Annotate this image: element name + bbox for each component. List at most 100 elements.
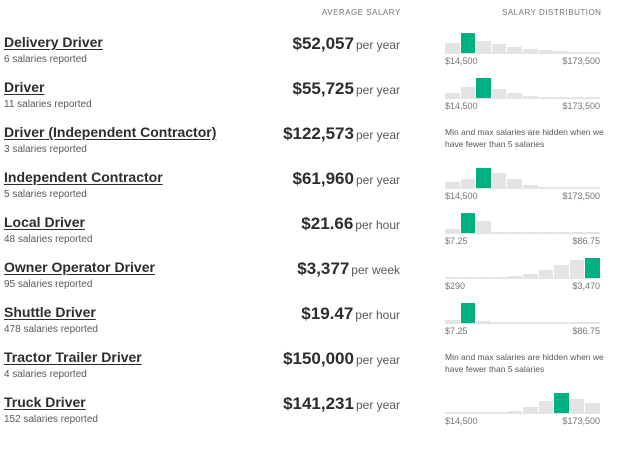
histogram-bar (445, 93, 460, 98)
average-salary: $3,377 per week (297, 259, 400, 279)
min-salary-label: $14,500 (445, 101, 478, 111)
histogram-bar (538, 50, 554, 53)
histogram-bar (569, 322, 585, 323)
salary-period: per year (355, 128, 400, 142)
histogram-bar (507, 47, 522, 53)
min-salary-label: $14,500 (445, 416, 478, 426)
histogram-bar (554, 97, 569, 98)
salary-distribution: $7.25 $86.75 (445, 211, 600, 249)
job-title-link[interactable]: Driver (4, 79, 45, 95)
salary-amount: $122,573 (283, 124, 354, 143)
average-salary: $61,960 per year (293, 169, 400, 189)
list-item: Owner Operator Driver 95 salaries reporte… (0, 252, 624, 297)
histogram-bar-active (476, 168, 491, 188)
histogram-bar (569, 97, 585, 98)
salaries-reported-count: 4 salaries reported (4, 369, 87, 380)
histogram-bar (491, 232, 507, 233)
histogram-bar (507, 93, 522, 98)
list-item: Local Driver 48 salaries reported $21.66 pe… (0, 207, 624, 252)
salary-amount: $52,057 (292, 34, 354, 53)
min-salary-label: $14,500 (445, 191, 478, 201)
average-salary: $55,725 per year (293, 79, 400, 99)
salary-period: per week (351, 263, 400, 277)
job-title-link[interactable]: Tractor Trailer Driver (4, 349, 142, 365)
job-title-link[interactable]: Owner Operator Driver (4, 259, 155, 275)
distribution-histogram (445, 78, 600, 99)
histogram-bar (476, 321, 491, 323)
distribution-histogram (445, 393, 600, 414)
min-salary-label: $290 (445, 281, 466, 291)
job-title-link[interactable]: Driver (Independent Contractor) (4, 124, 217, 140)
salary-amount: $21.66 (301, 214, 354, 233)
average-salary: $21.66 per hour (301, 214, 400, 234)
max-salary-label: $86.75 (572, 326, 600, 336)
histogram-bar (460, 277, 476, 278)
histogram-bar-active (460, 303, 476, 323)
salary-period: per hour (355, 218, 400, 232)
salary-amount: $3,377 (297, 259, 350, 278)
min-salary-label: $7.25 (445, 326, 468, 336)
histogram-bar (491, 277, 507, 278)
job-title-link[interactable]: Independent Contractor (4, 169, 163, 185)
salaries-reported-count: 95 salaries reported (4, 279, 93, 290)
salary-amount: $19.47 (301, 304, 354, 323)
histogram-bar (491, 89, 507, 98)
salary-distribution: $290 $3,470 (445, 256, 600, 294)
histogram-bar-active (460, 213, 476, 233)
histogram-bar (585, 97, 600, 98)
salary-amount: $61,960 (292, 169, 354, 188)
histogram-bar-active (585, 258, 600, 278)
salaries-reported-count: 152 salaries reported (4, 414, 98, 425)
salaries-reported-count: 478 salaries reported (4, 324, 98, 335)
salary-period: per year (355, 83, 400, 97)
histogram-bar (522, 322, 538, 323)
salary-distribution-header: SALARY DISTRIBUTION (502, 8, 602, 17)
histogram-bar-active (476, 78, 491, 98)
table-header: AVERAGE SALARY SALARY DISTRIBUTION (0, 8, 624, 22)
job-title-link[interactable]: Delivery Driver (4, 34, 103, 50)
histogram-bar (522, 232, 538, 233)
salary-period: per hour (355, 308, 400, 322)
histogram-bar (569, 232, 585, 233)
min-salary-label: $7.25 (445, 236, 468, 246)
histogram-bar (491, 412, 507, 413)
average-salary-header: AVERAGE SALARY (322, 8, 401, 17)
salary-period: per year (355, 38, 400, 52)
list-item: Independent Contractor 5 salaries reporte… (0, 162, 624, 207)
histogram-bar (554, 232, 569, 233)
histogram-bar (445, 43, 460, 53)
histogram-bar (538, 401, 554, 413)
histogram-bar (585, 232, 600, 233)
list-item: Driver (Independent Contractor) 3 salarie… (0, 117, 624, 162)
average-salary: $150,000 per year (283, 349, 400, 369)
histogram-bar (507, 232, 522, 233)
histogram-bar (476, 277, 491, 278)
histogram-bar-active (554, 393, 569, 413)
histogram-bar (538, 97, 554, 98)
salary-period: per year (355, 353, 400, 367)
histogram-bar (491, 173, 507, 188)
salary-distribution: $14,500 $173,500 (445, 31, 600, 69)
histogram-bar (554, 322, 569, 323)
job-title-link[interactable]: Local Driver (4, 214, 85, 230)
list-item: Delivery Driver 6 salaries reported $52,05… (0, 27, 624, 72)
salary-amount: $141,231 (283, 394, 354, 413)
histogram-bar (554, 187, 569, 188)
histogram-bar (507, 411, 522, 413)
histogram-bar (491, 44, 507, 53)
histogram-bar (476, 41, 491, 53)
job-title-link[interactable]: Truck Driver (4, 394, 86, 410)
distribution-histogram (445, 213, 600, 234)
salaries-reported-count: 11 salaries reported (4, 99, 92, 110)
histogram-bar (569, 399, 585, 413)
distribution-histogram (445, 33, 600, 54)
histogram-bar (460, 87, 476, 98)
histogram-bar (538, 187, 554, 188)
average-salary: $52,057 per year (293, 34, 400, 54)
histogram-bar (476, 221, 491, 233)
salary-distribution: $14,500 $173,500 (445, 166, 600, 204)
job-title-link[interactable]: Shuttle Driver (4, 304, 96, 320)
salary-amount: $150,000 (283, 349, 354, 368)
salaries-reported-count: 48 salaries reported (4, 234, 93, 245)
histogram-bar (507, 179, 522, 188)
